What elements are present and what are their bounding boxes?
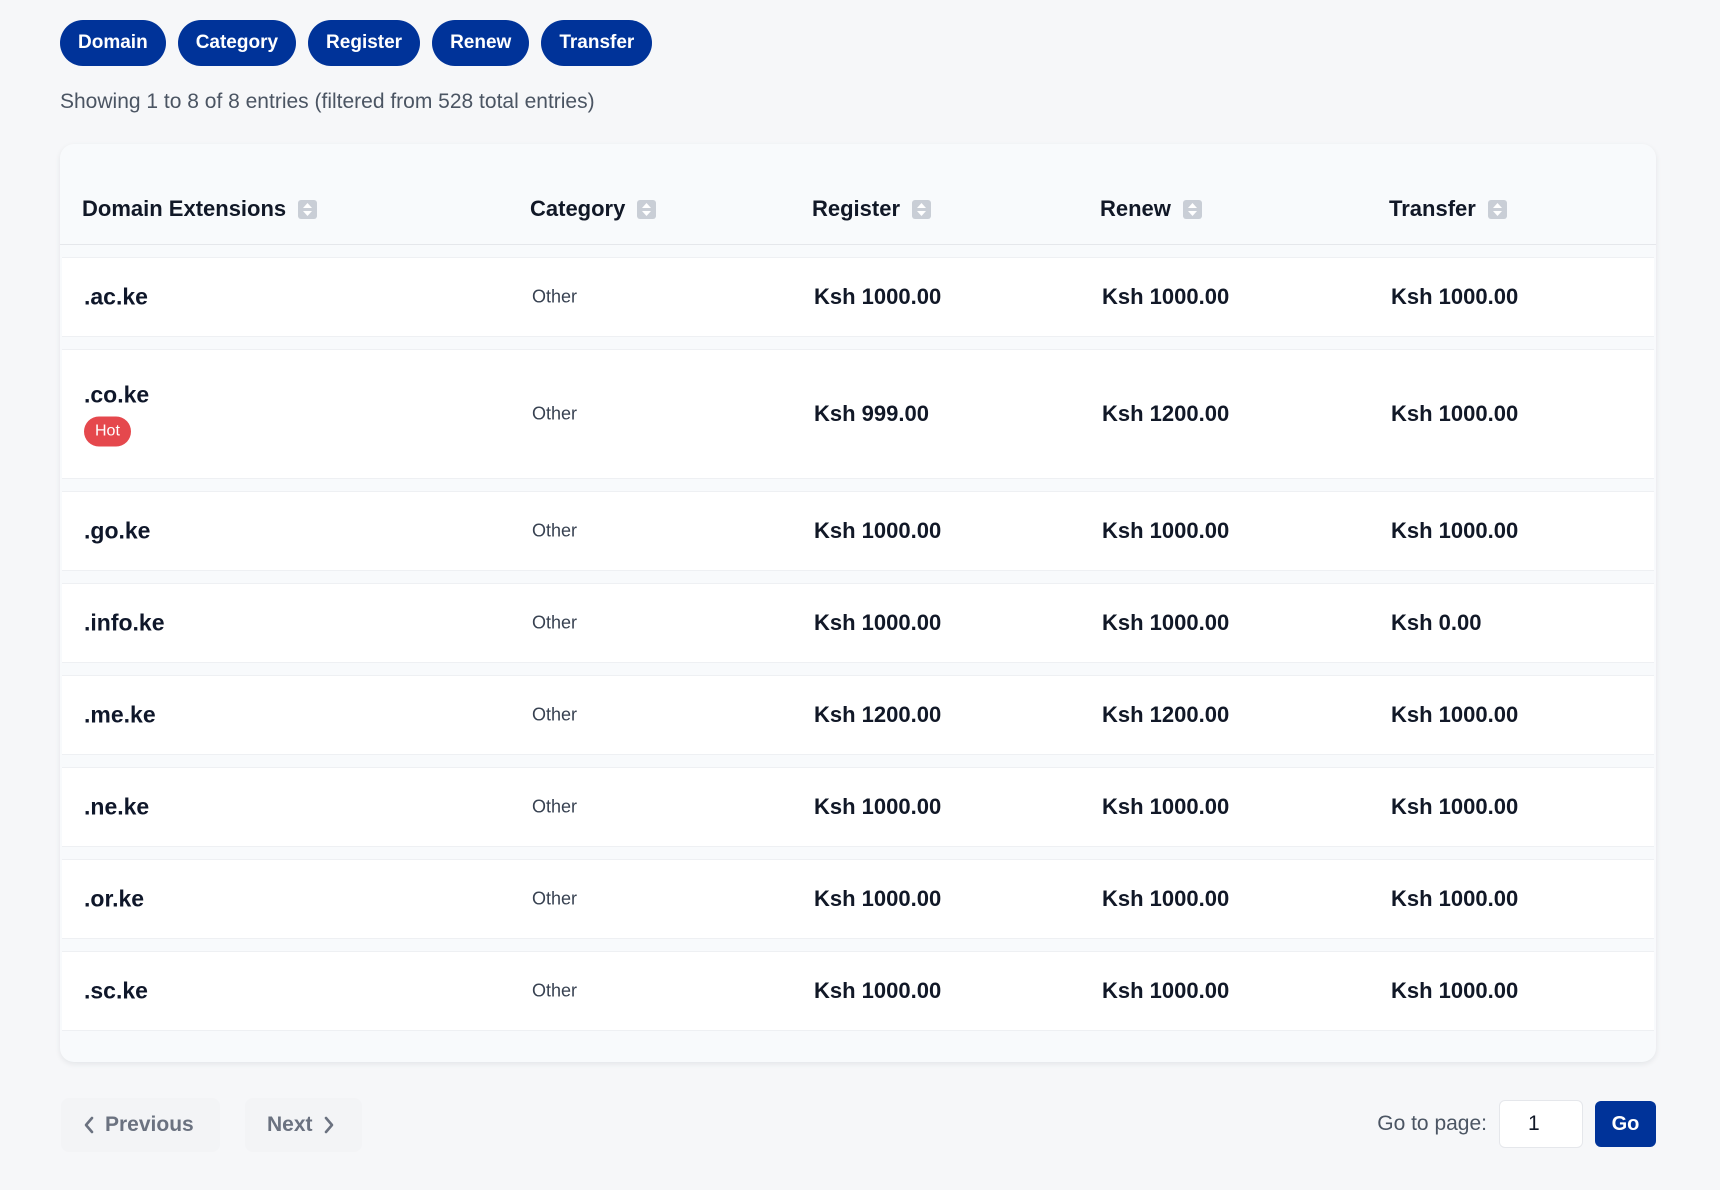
renew-price: Ksh 1000.00 <box>1102 284 1230 309</box>
domain-cell: .co.ke Hot <box>84 382 149 447</box>
table-row: .co.ke Hot Other Ksh 999.00 Ksh 1200.00 … <box>62 349 1654 479</box>
go-to-page-label: Go to page: <box>1377 1112 1487 1135</box>
sort-icon[interactable] <box>298 199 318 219</box>
renew-price: Ksh 1000.00 <box>1102 978 1230 1003</box>
register-price: Ksh 1000.00 <box>814 518 942 543</box>
domain-extension: .sc.ke <box>84 977 148 1004</box>
header-register[interactable]: Register <box>812 196 932 222</box>
filter-transfer-button[interactable]: Transfer <box>541 20 653 66</box>
table-row: .or.ke Other Ksh 1000.00 Ksh 1000.00 Ksh… <box>62 859 1654 939</box>
header-transfer-label: Transfer <box>1389 196 1476 221</box>
page-number-input[interactable] <box>1499 1100 1583 1148</box>
sort-icon[interactable] <box>1487 199 1507 219</box>
table-header: Domain Extensions Category Register Rene… <box>60 144 1656 245</box>
category-cell: Other <box>532 796 578 817</box>
domain-extension: .me.ke <box>84 701 156 728</box>
register-price: Ksh 1000.00 <box>814 794 942 819</box>
register-price: Ksh 1000.00 <box>814 284 942 309</box>
table-row: .go.ke Other Ksh 1000.00 Ksh 1000.00 Ksh… <box>62 491 1654 571</box>
renew-price: Ksh 1000.00 <box>1102 794 1230 819</box>
transfer-price: Ksh 1000.00 <box>1391 794 1519 819</box>
category-cell: Other <box>532 612 578 633</box>
chevron-right-icon <box>324 1116 333 1134</box>
transfer-price: Ksh 1000.00 <box>1391 978 1519 1003</box>
renew-price: Ksh 1000.00 <box>1102 886 1230 911</box>
next-button[interactable]: Next <box>245 1098 362 1152</box>
chevron-left-icon <box>84 1116 94 1134</box>
previous-button[interactable]: Previous <box>61 1098 220 1152</box>
header-category[interactable]: Category <box>530 196 657 222</box>
transfer-price: Ksh 0.00 <box>1391 610 1482 635</box>
header-category-label: Category <box>530 196 626 221</box>
header-renew[interactable]: Renew <box>1100 196 1202 222</box>
header-domain-extensions[interactable]: Domain Extensions <box>82 196 318 222</box>
domain-pricing-table: Domain Extensions Category Register Rene… <box>60 144 1656 1062</box>
transfer-price: Ksh 1000.00 <box>1391 886 1519 911</box>
hot-badge: Hot <box>84 416 131 447</box>
filter-renew-button[interactable]: Renew <box>432 20 530 66</box>
register-price: Ksh 1000.00 <box>814 886 942 911</box>
filter-category-button[interactable]: Category <box>177 20 297 66</box>
table-row: .sc.ke Other Ksh 1000.00 Ksh 1000.00 Ksh… <box>62 951 1654 1031</box>
transfer-price: Ksh 1000.00 <box>1391 284 1519 309</box>
category-cell: Other <box>532 520 578 541</box>
category-cell: Other <box>532 980 578 1001</box>
transfer-price: Ksh 1000.00 <box>1391 401 1519 426</box>
go-button[interactable]: Go <box>1595 1101 1656 1147</box>
filter-bar: Domain Category Register Renew Transfer <box>60 20 653 66</box>
filter-register-button[interactable]: Register <box>308 20 421 66</box>
renew-price: Ksh 1000.00 <box>1102 610 1230 635</box>
table-row: .ac.ke Other Ksh 1000.00 Ksh 1000.00 Ksh… <box>62 257 1654 337</box>
register-price: Ksh 1000.00 <box>814 978 942 1003</box>
transfer-price: Ksh 1000.00 <box>1391 702 1519 727</box>
sort-icon[interactable] <box>912 199 932 219</box>
domain-extension: .ac.ke <box>84 283 148 310</box>
category-cell: Other <box>532 403 578 424</box>
header-renew-label: Renew <box>1100 196 1171 221</box>
category-cell: Other <box>532 286 578 307</box>
header-register-label: Register <box>812 196 901 221</box>
table-row: .ne.ke Other Ksh 1000.00 Ksh 1000.00 Ksh… <box>62 767 1654 847</box>
sort-icon[interactable] <box>637 199 657 219</box>
domain-extension: .ne.ke <box>84 793 150 820</box>
filter-domain-button[interactable]: Domain <box>60 20 166 66</box>
entries-info: Showing 1 to 8 of 8 entries (filtered fr… <box>60 90 595 113</box>
previous-label: Previous <box>105 1113 194 1136</box>
domain-extension: .go.ke <box>84 517 151 544</box>
domain-extension: .info.ke <box>84 609 165 636</box>
renew-price: Ksh 1000.00 <box>1102 518 1230 543</box>
table-row: .info.ke Other Ksh 1000.00 Ksh 1000.00 K… <box>62 583 1654 663</box>
category-cell: Other <box>532 888 578 909</box>
transfer-price: Ksh 1000.00 <box>1391 518 1519 543</box>
next-label: Next <box>267 1113 313 1136</box>
domain-extension: .co.ke <box>84 381 150 408</box>
category-cell: Other <box>532 704 578 725</box>
header-domain-label: Domain Extensions <box>82 196 287 221</box>
table-row: .me.ke Other Ksh 1200.00 Ksh 1200.00 Ksh… <box>62 675 1654 755</box>
go-to-page: Go to page: Go <box>1377 1100 1656 1148</box>
register-price: Ksh 1200.00 <box>814 702 942 727</box>
sort-icon[interactable] <box>1182 199 1202 219</box>
register-price: Ksh 999.00 <box>814 401 929 426</box>
renew-price: Ksh 1200.00 <box>1102 401 1230 426</box>
renew-price: Ksh 1200.00 <box>1102 702 1230 727</box>
domain-extension: .or.ke <box>84 885 145 912</box>
header-transfer[interactable]: Transfer <box>1389 196 1507 222</box>
register-price: Ksh 1000.00 <box>814 610 942 635</box>
